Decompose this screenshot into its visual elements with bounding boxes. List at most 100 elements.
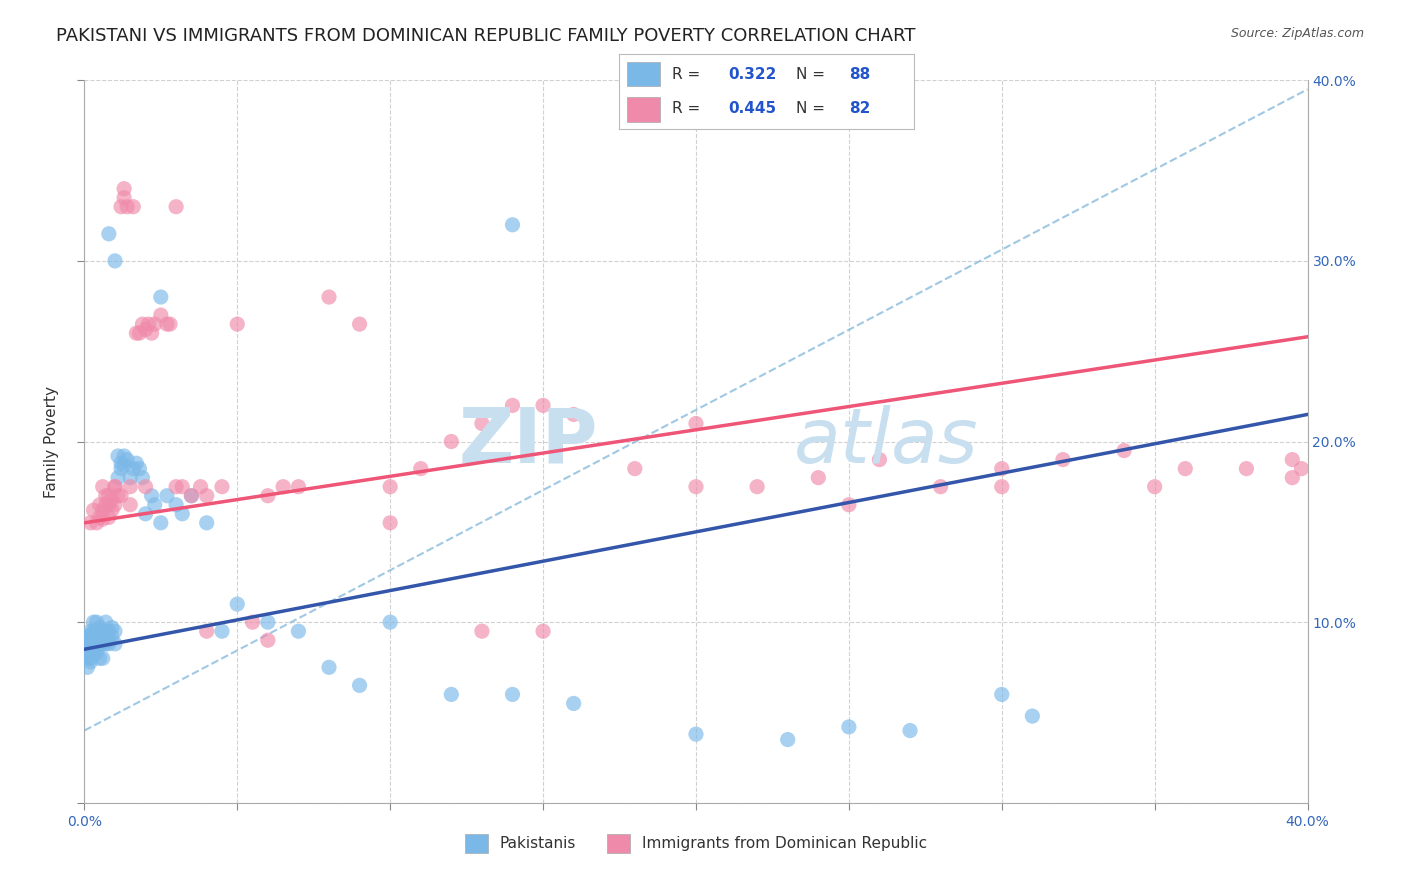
Point [91,480,114,494]
Point [257,489,280,503]
Text: PAKISTANI VS IMMIGRANTS FROM DOMINICAN REPUBLIC FAMILY POVERTY CORRELATION CHART: PAKISTANI VS IMMIGRANTS FROM DOMINICAN R… [56,27,915,45]
Point [226,317,249,331]
Point [242,615,264,630]
Point [97,633,120,648]
Point [257,615,280,630]
Point [83,615,105,630]
Point [135,322,157,336]
Point [120,498,142,512]
Point [898,723,921,738]
Point [562,408,585,422]
Point [1291,461,1313,475]
Point [195,624,218,639]
Point [380,516,402,530]
Point [83,630,105,644]
Point [91,630,114,644]
Point [991,687,1014,701]
Point [149,308,172,322]
Text: 0.322: 0.322 [728,67,776,82]
Point [776,732,799,747]
Point [195,489,218,503]
Point [107,471,129,485]
Point [141,326,163,340]
Point [107,489,129,503]
Point [112,182,135,196]
Point [97,510,120,524]
Point [91,624,114,639]
Point [135,507,157,521]
Point [624,461,647,475]
Point [120,471,142,485]
Point [471,417,494,431]
Point [128,461,150,475]
Text: N =: N = [796,67,830,82]
Point [107,449,129,463]
Point [91,512,114,526]
Point [172,480,194,494]
Point [97,637,120,651]
Point [86,516,108,530]
Point [97,227,120,241]
Point [380,615,402,630]
Point [120,480,142,494]
Point [156,317,179,331]
Point [409,461,432,475]
Point [101,503,124,517]
Point [685,417,707,431]
Point [1236,461,1258,475]
Point [141,489,163,503]
Point [89,651,111,665]
Point [104,254,127,268]
Point [685,480,707,494]
Point [91,651,114,665]
Point [131,317,153,331]
Point [94,498,117,512]
Point [86,615,108,630]
Point [502,218,524,232]
Text: ZIP: ZIP [458,405,598,478]
Point [76,630,98,644]
Point [104,637,127,651]
Point [226,597,249,611]
Point [531,398,554,412]
Point [143,498,166,512]
Point [131,471,153,485]
Point [94,637,117,651]
Point [135,480,157,494]
Text: N =: N = [796,102,830,116]
Point [1281,452,1303,467]
Point [271,480,294,494]
Point [165,498,187,512]
Point [211,624,233,639]
Point [89,510,111,524]
Point [101,630,124,644]
Point [94,615,117,630]
Point [122,200,145,214]
Point [159,317,181,331]
Point [991,461,1014,475]
Text: R =: R = [672,102,704,116]
Point [349,317,371,331]
Text: 88: 88 [849,67,870,82]
Point [79,655,101,669]
Point [86,637,108,651]
Text: atlas: atlas [794,405,979,478]
Point [86,624,108,639]
Point [79,633,101,648]
Point [112,191,135,205]
Point [94,624,117,639]
Point [1114,443,1136,458]
Point [94,630,117,644]
Point [143,317,166,331]
Point [76,642,98,657]
Point [104,624,127,639]
Point [110,489,132,503]
Point [91,637,114,651]
Point [747,480,769,494]
Point [349,678,371,692]
Point [531,624,554,639]
Point [180,489,202,503]
Point [440,434,463,449]
Point [110,456,132,470]
Point [79,633,101,648]
